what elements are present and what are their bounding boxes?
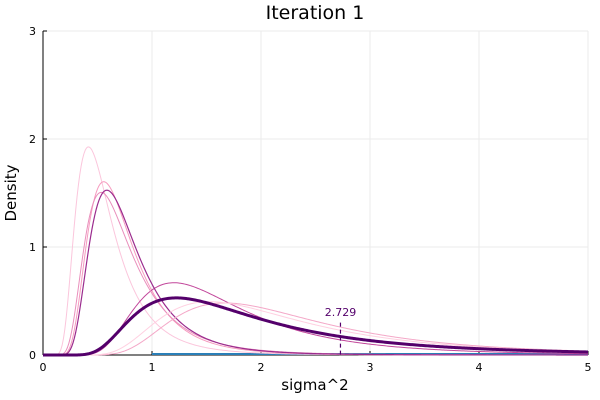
annotation-label: 2.729 <box>325 306 357 319</box>
x-tick-labels: 0 1 2 3 4 5 <box>40 361 592 374</box>
y-axis-label: Density <box>2 164 20 221</box>
y-tick-label: 1 <box>29 241 36 254</box>
y-tick-label: 0 <box>29 349 36 362</box>
x-tick-label: 0 <box>40 361 47 374</box>
y-tick-label: 3 <box>29 25 36 38</box>
y-tick-labels: 0 1 2 3 <box>29 25 36 362</box>
density-curve <box>42 296 589 357</box>
density-curve <box>43 302 589 356</box>
chart-title: Iteration 1 <box>266 2 365 24</box>
x-tick-label: 3 <box>367 361 374 374</box>
density-curve <box>43 189 588 356</box>
x-tick-label: 5 <box>585 361 592 374</box>
x-tick-label: 2 <box>258 361 265 374</box>
x-tick-label: 4 <box>476 361 483 374</box>
x-axis-label: sigma^2 <box>281 376 348 394</box>
x-tick-label: 1 <box>149 361 156 374</box>
y-tick-label: 2 <box>29 133 36 146</box>
annotations: 2.729 <box>325 306 357 355</box>
plot-background <box>43 31 588 355</box>
density-curve <box>43 282 589 356</box>
density-series <box>42 146 589 357</box>
